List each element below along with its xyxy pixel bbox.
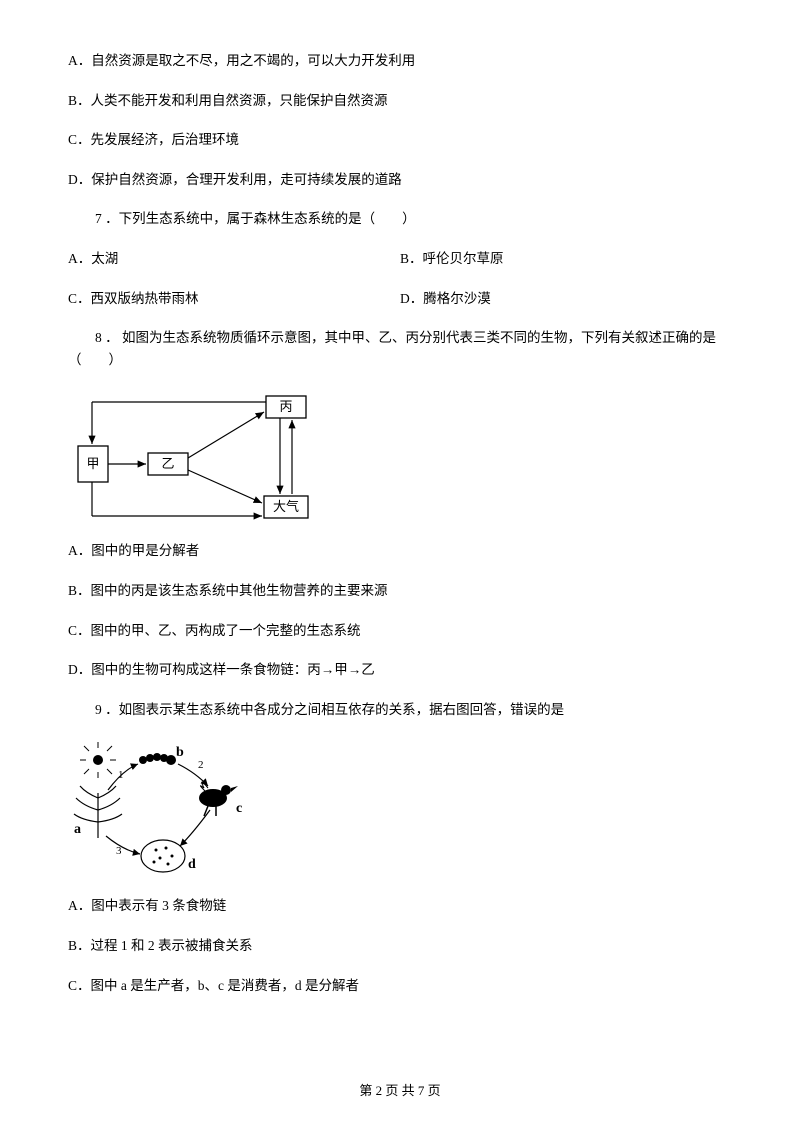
q8-opt-d: D．图中的生物可构成这样一条食物链：丙→甲→乙 [68,659,732,681]
svg-text:大气: 大气 [273,499,299,514]
page-footer: 第 2 页 共 7 页 [0,1081,800,1102]
q9-opt-a: A．图中表示有 3 条食物链 [68,895,732,917]
q7-opt-b: B．呼伦贝尔草原 [400,248,732,270]
q6-opt-b: B．人类不能开发和利用自然资源，只能保护自然资源 [68,90,732,112]
q6-opt-c: C．先发展经济，后治理环境 [68,129,732,151]
q9-opt-b: B．过程 1 和 2 表示被捕食关系 [68,935,732,957]
q9-opt-c: C．图中 a 是生产者，b、c 是消费者，d 是分解者 [68,975,732,997]
q7-stem: 7 ．下列生态系统中，属于森林生态系统的是（ ） [68,208,732,230]
q6-opt-a: A．自然资源是取之不尽，用之不竭的，可以大力开发利用 [68,50,732,72]
q7-opt-d: D．腾格尔沙漠 [400,288,732,310]
q8-opt-a: A．图中的甲是分解者 [68,540,732,562]
svg-text:丙: 丙 [279,399,292,414]
svg-text:b: b [176,745,184,760]
q8-opt-b: B．图中的丙是该生态系统中其他生物营养的主要来源 [68,580,732,602]
svg-text:a: a [74,822,81,837]
q7-opt-c: C．西双版纳热带雨林 [68,288,400,310]
svg-text:3: 3 [116,845,122,857]
svg-text:1: 1 [118,769,124,781]
q7-opt-a: A．太湖 [68,248,400,270]
q8-opt-c: C．图中的甲、乙、丙构成了一个完整的生态系统 [68,620,732,642]
svg-text:甲: 甲 [86,456,99,471]
q6-opt-d: D．保护自然资源，合理开发利用，走可持续发展的道路 [68,169,732,191]
q8-stem: 8 ． 如图为生态系统物质循环示意图，其中甲、乙、丙分别代表三类不同的生物，下列… [68,327,732,370]
svg-text:乙: 乙 [161,456,174,471]
q8-diagram: 甲 乙 丙 大气 [68,388,732,528]
svg-text:2: 2 [198,759,204,771]
q9-diagram: a b c d [68,738,732,883]
q9-stem: 9 ．如图表示某生态系统中各成分之间相互依存的关系，据右图回答，错误的是 [68,699,732,721]
svg-text:c: c [236,801,242,816]
svg-text:d: d [188,857,196,872]
